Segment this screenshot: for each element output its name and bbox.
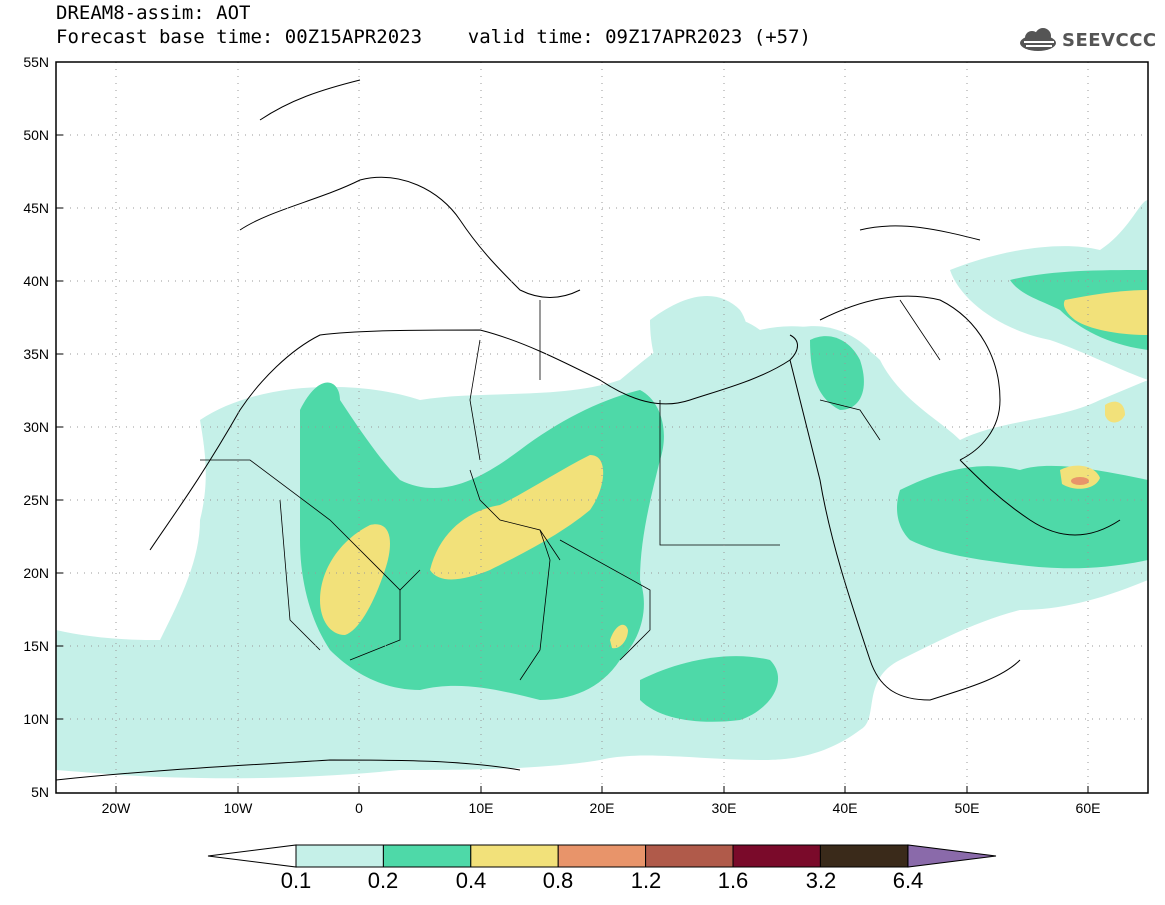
aot-band-0.4 [1105, 401, 1125, 423]
graticule [56, 62, 1148, 793]
colorbar-box-3.2 [819, 844, 909, 868]
lon-label-60e: 60E [1075, 800, 1101, 816]
colorbar-box-0.1 [295, 844, 384, 868]
logo-text: SEEVCCC [1062, 30, 1157, 51]
legend-label-3.2: 3.2 [805, 868, 837, 893]
aot-band-0.1 [650, 296, 749, 402]
lat-label-10n: 10N [23, 711, 49, 727]
lat-label-40n: 40N [23, 273, 49, 289]
lon-label-50e: 50E [954, 800, 980, 816]
chart-title: DREAM8-assim: AOT [56, 2, 251, 24]
colorbar-box-0.8 [557, 844, 647, 868]
aot-field [56, 79, 1148, 781]
legend-label-1.2: 1.2 [630, 868, 662, 893]
legend-label-0.1: 0.1 [280, 868, 312, 893]
lon-label-0: 0 [355, 800, 363, 816]
aot-band-0.2 [640, 656, 779, 722]
cloud-icon [1020, 28, 1056, 51]
lat-label-35n: 35N [23, 346, 49, 362]
aot-band-0.4 [320, 524, 390, 635]
aot-band-0.4 [430, 455, 604, 580]
lat-label-45n: 45N [23, 200, 49, 216]
lat-label-55n: 55N [23, 54, 49, 70]
axis-ticks [56, 134, 1089, 793]
country-borders [200, 299, 941, 681]
lat-label-20n: 20N [23, 565, 49, 581]
lon-label-10e: 10E [468, 800, 494, 816]
colorbar-over-arrow [907, 844, 997, 868]
colorbar-box-1.6 [732, 844, 821, 868]
coastlines [56, 79, 1121, 781]
lon-label-10w: 10W [223, 800, 253, 816]
forecast-time-subtitle: Forecast base time: 00Z15APR2023 valid t… [56, 26, 811, 48]
legend-label-0.4: 0.4 [455, 868, 487, 893]
lat-label-5n: 5N [31, 784, 49, 800]
aot-band-0.2 [810, 336, 864, 410]
lat-label-50n: 50N [23, 127, 49, 143]
aot-band-0.4 [610, 624, 628, 649]
legend-label-6.4: 6.4 [892, 868, 924, 893]
aot-band-0.2 [897, 465, 1148, 569]
lon-label-30e: 30E [711, 800, 737, 816]
lat-label-30n: 30N [23, 419, 49, 435]
aot-band-0.8 [1071, 477, 1089, 485]
legend-label-0.8: 0.8 [542, 868, 574, 893]
legend-label-1.6: 1.6 [717, 868, 749, 893]
seevccc-logo [1020, 28, 1056, 51]
colorbar-under-arrow [207, 844, 297, 868]
lon-label-40e: 40E [832, 800, 858, 816]
lon-label-20w: 20W [101, 800, 131, 816]
aot-band-0.4 [1063, 290, 1148, 335]
lat-label-15n: 15N [23, 638, 49, 654]
lon-label-20e: 20E [589, 800, 615, 816]
colorbar-box-1.2 [645, 844, 734, 868]
lat-label-25n: 25N [23, 492, 49, 508]
legend-label-0.2: 0.2 [367, 868, 399, 893]
colorbar-box-0.4 [470, 844, 559, 868]
colorbar-box-0.2 [382, 844, 472, 868]
